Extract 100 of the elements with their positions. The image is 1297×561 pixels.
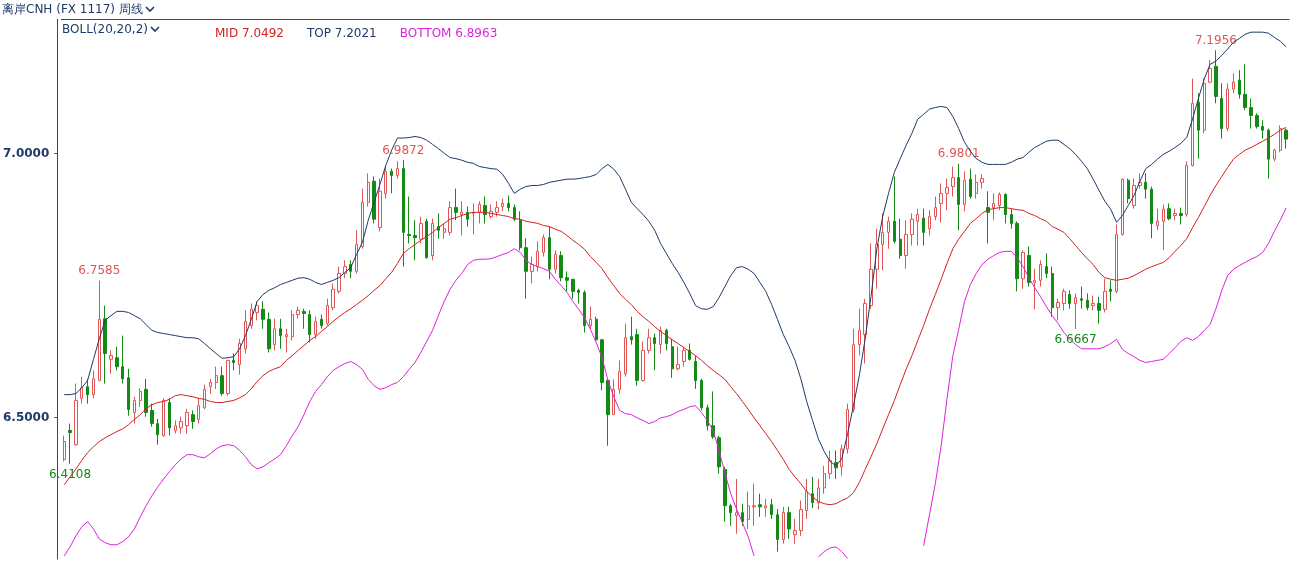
candlestick [776,508,779,553]
candlestick [355,229,358,274]
candlestick [472,202,475,235]
candlestick [799,500,803,537]
candlestick [787,506,791,540]
candlestick [817,478,820,510]
candlestick [466,206,469,228]
candlestick [133,396,136,425]
candlestick [1051,266,1054,318]
text: TOP 7.2021 [305,26,377,40]
candlestick [63,435,66,463]
chart-title: 离岸CNH (FX 1117) 周线 [2,2,143,16]
candlestick [1243,63,1247,111]
candlestick [554,249,557,274]
candlestick [957,163,960,231]
candlestick [244,309,247,355]
candlestick [939,182,943,223]
candlestick [378,178,382,232]
candlestick [1121,178,1124,237]
candlestick [641,340,645,382]
candlestick [1056,298,1060,321]
candlestick [454,188,458,221]
legend-title: BOLL(20,20,2) [62,22,149,36]
candlestick [1220,82,1223,140]
candlestick [1267,128,1270,180]
candlestick [998,191,1001,211]
candlestick [127,368,130,417]
candlestick [1185,160,1188,218]
candlestick [1010,208,1013,230]
text: BOTTOM 6.8963 [399,26,498,40]
candlestick [542,233,545,258]
candlestick [530,256,534,284]
candlestick [735,478,738,535]
candlestick [367,172,370,208]
candlestick [507,194,510,212]
candlestick [916,208,919,247]
candlestick [565,270,569,292]
candlestick [1097,296,1101,325]
candlestick [331,282,335,311]
candlestick [571,278,575,300]
candlestick [296,306,300,320]
candlestick [372,176,376,224]
candlestick [1086,292,1089,311]
candlestick [1208,59,1212,84]
candlestick [1232,72,1235,94]
candlestick [805,478,808,520]
candlestick [653,333,656,371]
candlestick [425,218,428,260]
candlestick [1144,172,1147,200]
candlestick [647,328,651,355]
candlestick [115,346,119,371]
candlestick [291,309,294,341]
candlestick [337,266,341,294]
candlestick [162,397,165,438]
candlestick [1062,288,1066,311]
candlestick [904,219,908,270]
candlestick [1238,69,1241,100]
candlestick [109,349,113,375]
candlestick [519,210,522,251]
candlestick [1027,246,1031,288]
candlestick [92,369,95,399]
candlestick [302,308,306,330]
candlestick [682,346,686,368]
candlestick [1127,178,1130,204]
candlestick [448,200,452,237]
candlestick [232,353,235,371]
candlestick [963,170,966,212]
candlestick [1015,220,1019,292]
candlestick [215,366,218,390]
candlestick [729,503,732,527]
candlestick [665,328,668,351]
candlestick [992,192,995,221]
candlestick [179,416,183,435]
candlestick [1080,286,1083,310]
candlestick [951,166,955,198]
candlestick [1279,124,1282,153]
candlestick [226,359,230,397]
candlestick [858,308,861,357]
candlestick [413,219,417,261]
candlestick [139,387,142,408]
candlestick [823,465,826,495]
candlestick [1255,112,1259,130]
candlestick [501,198,504,212]
candlestick [1214,49,1218,104]
candlestick [1191,78,1194,168]
candlestick [326,298,329,327]
candlestick [98,280,101,382]
candlestick [1226,82,1229,132]
candlestick [174,419,177,435]
candlestick [881,212,884,271]
candlestick [185,408,189,435]
candlestick [764,498,767,518]
candlestick [209,378,212,395]
candlestick [524,237,528,300]
candlestick [1261,119,1264,140]
candlestick [495,200,499,218]
candlestick [513,203,516,222]
candlestick [624,323,627,378]
candlestick [1045,252,1048,279]
candlestick [770,498,773,520]
